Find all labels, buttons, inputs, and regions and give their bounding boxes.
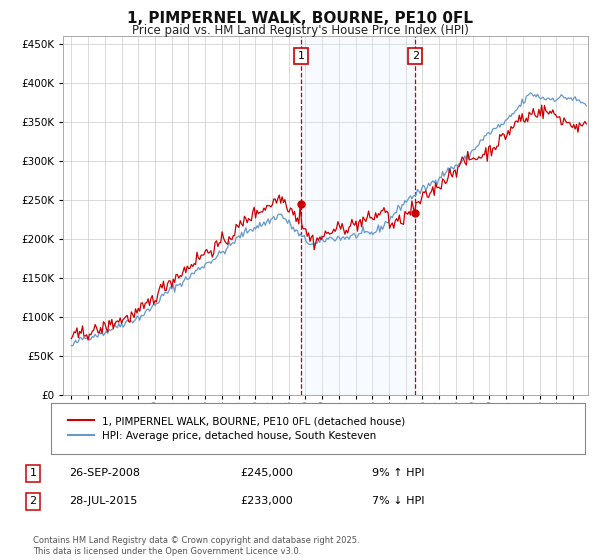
Text: 7% ↓ HPI: 7% ↓ HPI <box>372 496 425 506</box>
Text: 2: 2 <box>29 496 37 506</box>
Text: 2: 2 <box>412 51 419 61</box>
Text: £245,000: £245,000 <box>240 468 293 478</box>
Text: 28-JUL-2015: 28-JUL-2015 <box>69 496 137 506</box>
Text: 26-SEP-2008: 26-SEP-2008 <box>69 468 140 478</box>
Text: £233,000: £233,000 <box>240 496 293 506</box>
Text: 9% ↑ HPI: 9% ↑ HPI <box>372 468 425 478</box>
Text: Contains HM Land Registry data © Crown copyright and database right 2025.
This d: Contains HM Land Registry data © Crown c… <box>33 536 359 556</box>
Bar <box>301 36 415 395</box>
Legend: 1, PIMPERNEL WALK, BOURNE, PE10 0FL (detached house), HPI: Average price, detach: 1, PIMPERNEL WALK, BOURNE, PE10 0FL (det… <box>62 410 412 447</box>
Text: Price paid vs. HM Land Registry's House Price Index (HPI): Price paid vs. HM Land Registry's House … <box>131 24 469 36</box>
Text: 1, PIMPERNEL WALK, BOURNE, PE10 0FL: 1, PIMPERNEL WALK, BOURNE, PE10 0FL <box>127 11 473 26</box>
Text: 1: 1 <box>29 468 37 478</box>
Text: 1: 1 <box>298 51 304 61</box>
